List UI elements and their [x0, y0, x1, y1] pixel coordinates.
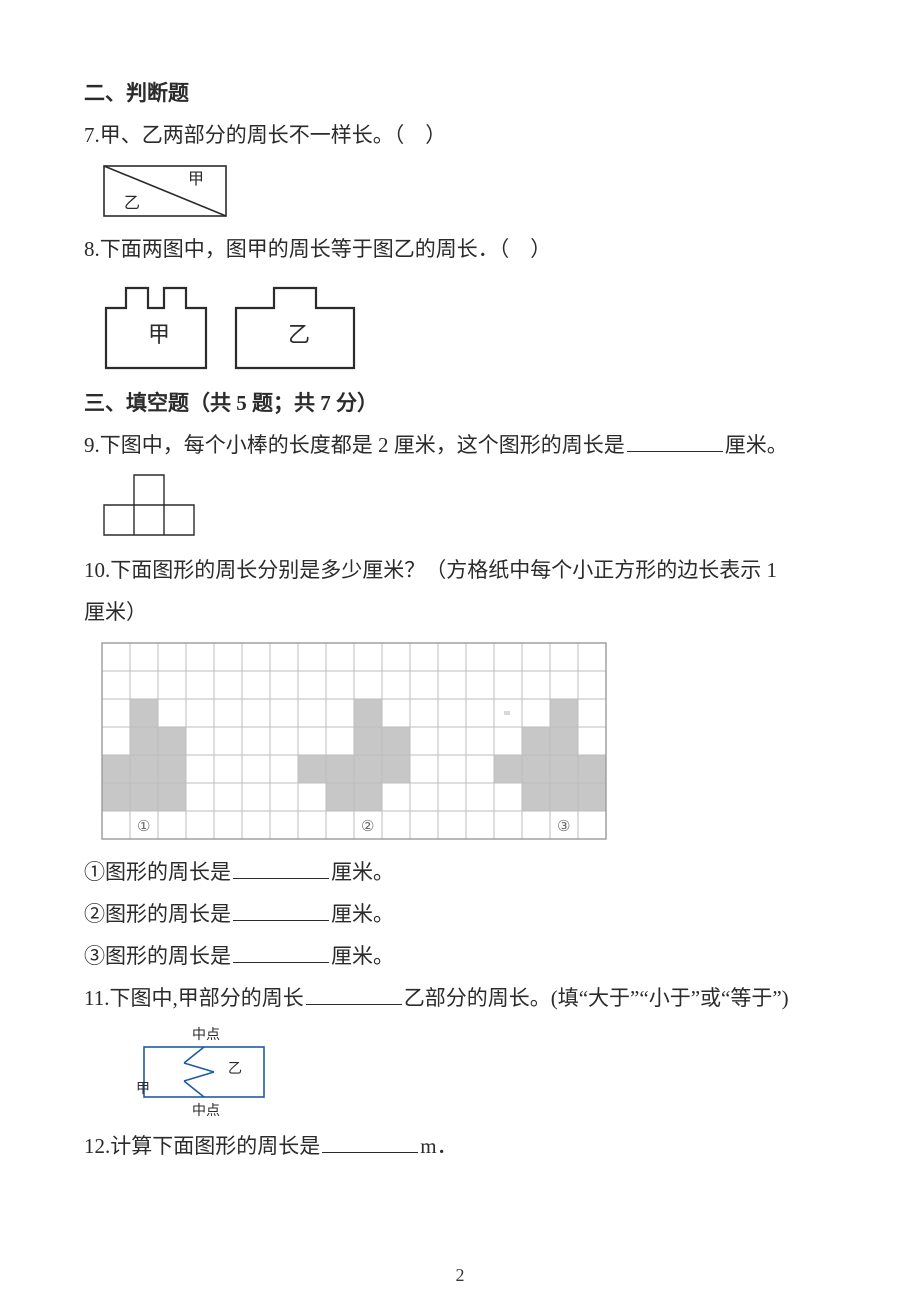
q10-a2-pre: ②图形的周长是 — [84, 902, 231, 926]
blank-q9[interactable] — [627, 429, 723, 452]
question-9-figure — [100, 471, 836, 541]
section-3-heading: 三、填空题（共 5 题；共 7 分） — [84, 384, 836, 424]
q11-mid: 乙部分的周长。(填“大于”“小于”或“等于”) — [404, 986, 789, 1010]
question-12: 12.计算下面图形的周长是 m． — [84, 1127, 836, 1167]
q12-pre: 12.计算下面图形的周长是 — [84, 1134, 320, 1158]
svg-text:甲: 甲 — [136, 1082, 150, 1097]
svg-text:②: ② — [361, 819, 374, 835]
page-number: 2 — [0, 1258, 920, 1292]
svg-text:甲: 甲 — [148, 322, 170, 347]
question-7-figure: 甲乙 — [100, 162, 836, 220]
question-10-line1: 10.下面图形的周长分别是多少厘米？（方格纸中每个小正方形的边长表示 1 — [84, 551, 836, 591]
blank-q10-1[interactable] — [233, 856, 329, 879]
q10-a3-pre: ③图形的周长是 — [84, 944, 231, 968]
svg-text:中点: 中点 — [192, 1027, 220, 1043]
section-2-heading: 二、判断题 — [84, 74, 836, 114]
q10-a2-post: 厘米。 — [331, 902, 394, 926]
question-11-figure: 中点中点甲乙 — [132, 1025, 836, 1117]
question-7-text: 7.甲、乙两部分的周长不一样长。（ ） — [84, 116, 836, 156]
q10-a1-pre: ①图形的周长是 — [84, 860, 231, 884]
q12-post: m． — [420, 1134, 457, 1158]
q10-a3-post: 厘米。 — [331, 944, 394, 968]
q10-a1-post: 厘米。 — [331, 860, 394, 884]
question-9: 9.下图中，每个小棒的长度都是 2 厘米，这个图形的周长是 厘米。 — [84, 426, 836, 466]
blank-q10-2[interactable] — [233, 898, 329, 921]
question-8-figure: 甲 乙 — [100, 276, 836, 374]
question-10-a1: ①图形的周长是 厘米。 — [84, 853, 836, 893]
svg-text:乙: 乙 — [288, 322, 310, 347]
question-10-line2: 厘米） — [84, 593, 836, 633]
q11-pre: 11.下图中,甲部分的周长 — [84, 986, 304, 1010]
question-10-a2: ②图形的周长是 厘米。 — [84, 895, 836, 935]
svg-text:甲: 甲 — [188, 171, 204, 188]
blank-q11[interactable] — [306, 982, 402, 1005]
question-9-pre: 9.下图中，每个小棒的长度都是 2 厘米，这个图形的周长是 — [84, 433, 625, 457]
svg-text:①: ① — [137, 819, 150, 835]
question-10-grid: ① ② ③ — [98, 639, 836, 843]
question-11: 11.下图中,甲部分的周长 乙部分的周长。(填“大于”“小于”或“等于”) — [84, 979, 836, 1019]
svg-text:乙: 乙 — [228, 1061, 242, 1077]
svg-text:中点: 中点 — [192, 1103, 220, 1117]
svg-text:乙: 乙 — [124, 195, 140, 212]
blank-q12[interactable] — [322, 1130, 418, 1153]
blank-q10-3[interactable] — [233, 940, 329, 963]
question-8-text: 8.下面两图中，图甲的周长等于图乙的周长．（ ） — [84, 230, 836, 270]
question-10-a3: ③图形的周长是 厘米。 — [84, 937, 836, 977]
question-9-post: 厘米。 — [725, 433, 788, 457]
svg-text:③: ③ — [557, 819, 570, 835]
